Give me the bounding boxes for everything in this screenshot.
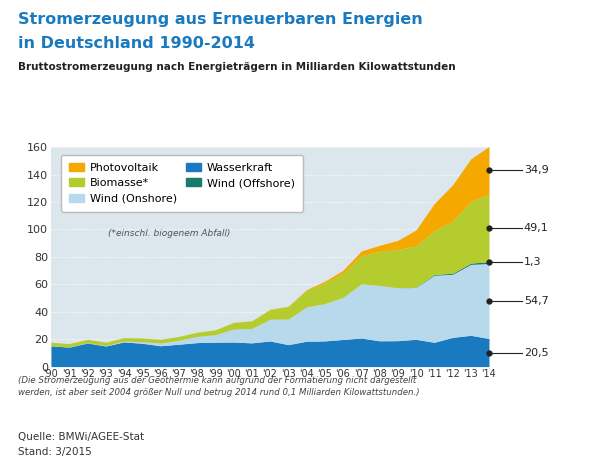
Text: (*einschl. biogenem Abfall): (*einschl. biogenem Abfall) [108,229,230,238]
Text: 34,9: 34,9 [524,165,548,175]
Legend: Photovoltaik, Biomasse*, Wind (Onshore), Wasserkraft, Wind (Offshore): Photovoltaik, Biomasse*, Wind (Onshore),… [61,155,303,212]
Text: Quelle: BMWi/AGEE-Stat: Quelle: BMWi/AGEE-Stat [18,432,144,442]
Text: Bruttostromerzeugung nach Energieträgern in Milliarden Kilowattstunden: Bruttostromerzeugung nach Energieträgern… [18,62,455,71]
Text: Stand: 3/2015: Stand: 3/2015 [18,447,92,457]
Text: 54,7: 54,7 [524,296,548,306]
Text: 1,3: 1,3 [524,257,541,267]
Text: 49,1: 49,1 [524,223,548,233]
Text: in Deutschland 1990-2014: in Deutschland 1990-2014 [18,36,255,51]
Text: 20,5: 20,5 [524,347,548,358]
Text: Stromerzeugung aus Erneuerbaren Energien: Stromerzeugung aus Erneuerbaren Energien [18,12,423,27]
Text: (Die Stromerzeugung aus der Geothermie kann aufgrund der Formatierung nicht darg: (Die Stromerzeugung aus der Geothermie k… [18,376,419,397]
